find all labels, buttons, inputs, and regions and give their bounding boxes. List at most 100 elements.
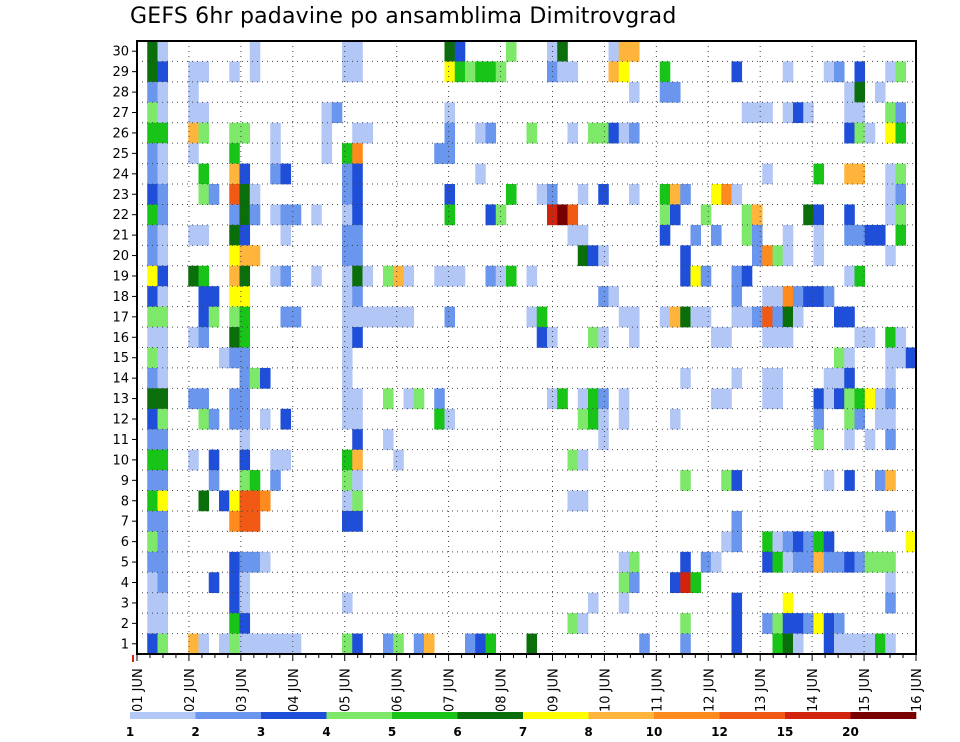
heatmap-cell bbox=[208, 408, 220, 430]
heatmap-cell bbox=[823, 633, 835, 655]
heatmap-cell bbox=[485, 265, 497, 287]
heatmap-cell bbox=[352, 449, 363, 471]
heatmap-cell bbox=[721, 327, 732, 348]
heatmap-cell bbox=[895, 122, 907, 144]
heatmap-cell bbox=[680, 633, 691, 655]
heatmap-cell bbox=[629, 306, 640, 328]
heatmap-cell bbox=[239, 245, 251, 267]
heatmap-cell bbox=[229, 245, 240, 267]
y-tick-label: 23 bbox=[112, 188, 129, 203]
heatmap-cell bbox=[403, 306, 415, 328]
heatmap-cell bbox=[280, 408, 292, 430]
heatmap-cell bbox=[618, 592, 630, 614]
heatmap-cell bbox=[823, 286, 835, 307]
y-tick-label: 10 bbox=[112, 453, 129, 468]
heatmap-cell bbox=[670, 572, 681, 593]
heatmap-cell bbox=[823, 367, 835, 389]
x-tick-label: 15 JUN bbox=[858, 668, 873, 712]
heatmap-cell bbox=[772, 613, 784, 634]
heatmap-cell bbox=[444, 204, 456, 226]
x-tick-label: 12 JUN bbox=[702, 668, 717, 712]
heatmap-cell bbox=[147, 408, 158, 430]
y-tick-label: 8 bbox=[121, 494, 129, 509]
heatmap-cell bbox=[239, 572, 251, 593]
heatmap-cell bbox=[495, 204, 507, 226]
heatmap-cell bbox=[875, 633, 886, 655]
colorbar-swatch bbox=[588, 712, 655, 719]
heatmap-cell bbox=[147, 122, 158, 144]
y-tick-label: 20 bbox=[112, 249, 129, 264]
heatmap-cell bbox=[383, 388, 394, 410]
x-tick-label: 10 JUN bbox=[598, 668, 613, 712]
heatmap-cell bbox=[854, 551, 866, 573]
heatmap-cell bbox=[219, 633, 230, 655]
heatmap-cell bbox=[731, 265, 743, 287]
heatmap-cell bbox=[895, 347, 907, 369]
heatmap-cell bbox=[219, 347, 230, 369]
heatmap-cell bbox=[670, 306, 681, 328]
heatmap-cell bbox=[270, 470, 281, 491]
y-tick-label: 7 bbox=[121, 515, 129, 530]
heatmap-cell bbox=[311, 265, 322, 287]
heatmap-cell bbox=[188, 388, 199, 410]
heatmap-cell bbox=[465, 633, 476, 655]
colorbar-swatch bbox=[457, 712, 524, 719]
heatmap-cell bbox=[711, 224, 722, 246]
heatmap-cell bbox=[239, 510, 251, 532]
heatmap-cell bbox=[803, 531, 814, 553]
heatmap-cell bbox=[557, 204, 568, 226]
heatmap-cell bbox=[618, 61, 630, 83]
heatmap-cell bbox=[854, 163, 866, 185]
heatmap-cell bbox=[854, 408, 866, 430]
heatmap-cell bbox=[598, 388, 609, 410]
heatmap-cell bbox=[352, 327, 363, 348]
heatmap-cell bbox=[342, 490, 353, 512]
colorbar-label: 10 bbox=[646, 725, 663, 739]
heatmap-cell bbox=[157, 204, 169, 226]
heatmap-cell bbox=[690, 306, 702, 328]
heatmap-cell bbox=[444, 122, 456, 144]
heatmap-cell bbox=[680, 367, 691, 389]
y-tick-label: 14 bbox=[112, 372, 129, 387]
heatmap-cell bbox=[793, 613, 804, 634]
heatmap-cell bbox=[772, 286, 784, 307]
heatmap-cell bbox=[485, 633, 497, 655]
heatmap-cell bbox=[198, 224, 210, 246]
heatmap-cell bbox=[208, 306, 220, 328]
heatmap-cell bbox=[342, 143, 353, 164]
heatmap-cell bbox=[731, 306, 743, 328]
heatmap-cell bbox=[752, 306, 763, 328]
heatmap-cell bbox=[352, 510, 363, 532]
heatmap-cell bbox=[547, 388, 558, 410]
heatmap-cell bbox=[875, 224, 886, 246]
heatmap-cell bbox=[875, 551, 886, 573]
heatmap-cell bbox=[434, 265, 445, 287]
heatmap-cell bbox=[280, 306, 292, 328]
heatmap-cell bbox=[895, 224, 907, 246]
heatmap-cell bbox=[813, 245, 825, 267]
x-tick-label: 05 JUN bbox=[339, 668, 354, 712]
heatmap-cell bbox=[813, 388, 825, 410]
colorbar-swatch bbox=[719, 712, 786, 719]
heatmap-cell bbox=[229, 327, 240, 348]
heatmap-cell bbox=[188, 143, 199, 164]
heatmap-cell bbox=[536, 306, 548, 328]
y-tick-label: 11 bbox=[112, 433, 129, 448]
heatmap-cell bbox=[588, 327, 599, 348]
heatmap-cell bbox=[208, 184, 220, 205]
y-tick-label: 24 bbox=[112, 167, 129, 182]
heatmap-cell bbox=[731, 184, 743, 205]
heatmap-cell bbox=[444, 61, 456, 83]
colorbar-swatch bbox=[850, 712, 917, 719]
heatmap-cell bbox=[147, 265, 158, 287]
heatmap-cell bbox=[577, 245, 589, 267]
heatmap-cell bbox=[762, 306, 773, 328]
heatmap-cell bbox=[444, 265, 456, 287]
heatmap-cell bbox=[793, 633, 804, 655]
heatmap-cell bbox=[680, 265, 691, 287]
x-tick-label: 13 JUN bbox=[754, 668, 769, 712]
heatmap-cell bbox=[854, 388, 866, 410]
heatmap-cell bbox=[864, 327, 876, 348]
heatmap-cell bbox=[844, 265, 855, 287]
